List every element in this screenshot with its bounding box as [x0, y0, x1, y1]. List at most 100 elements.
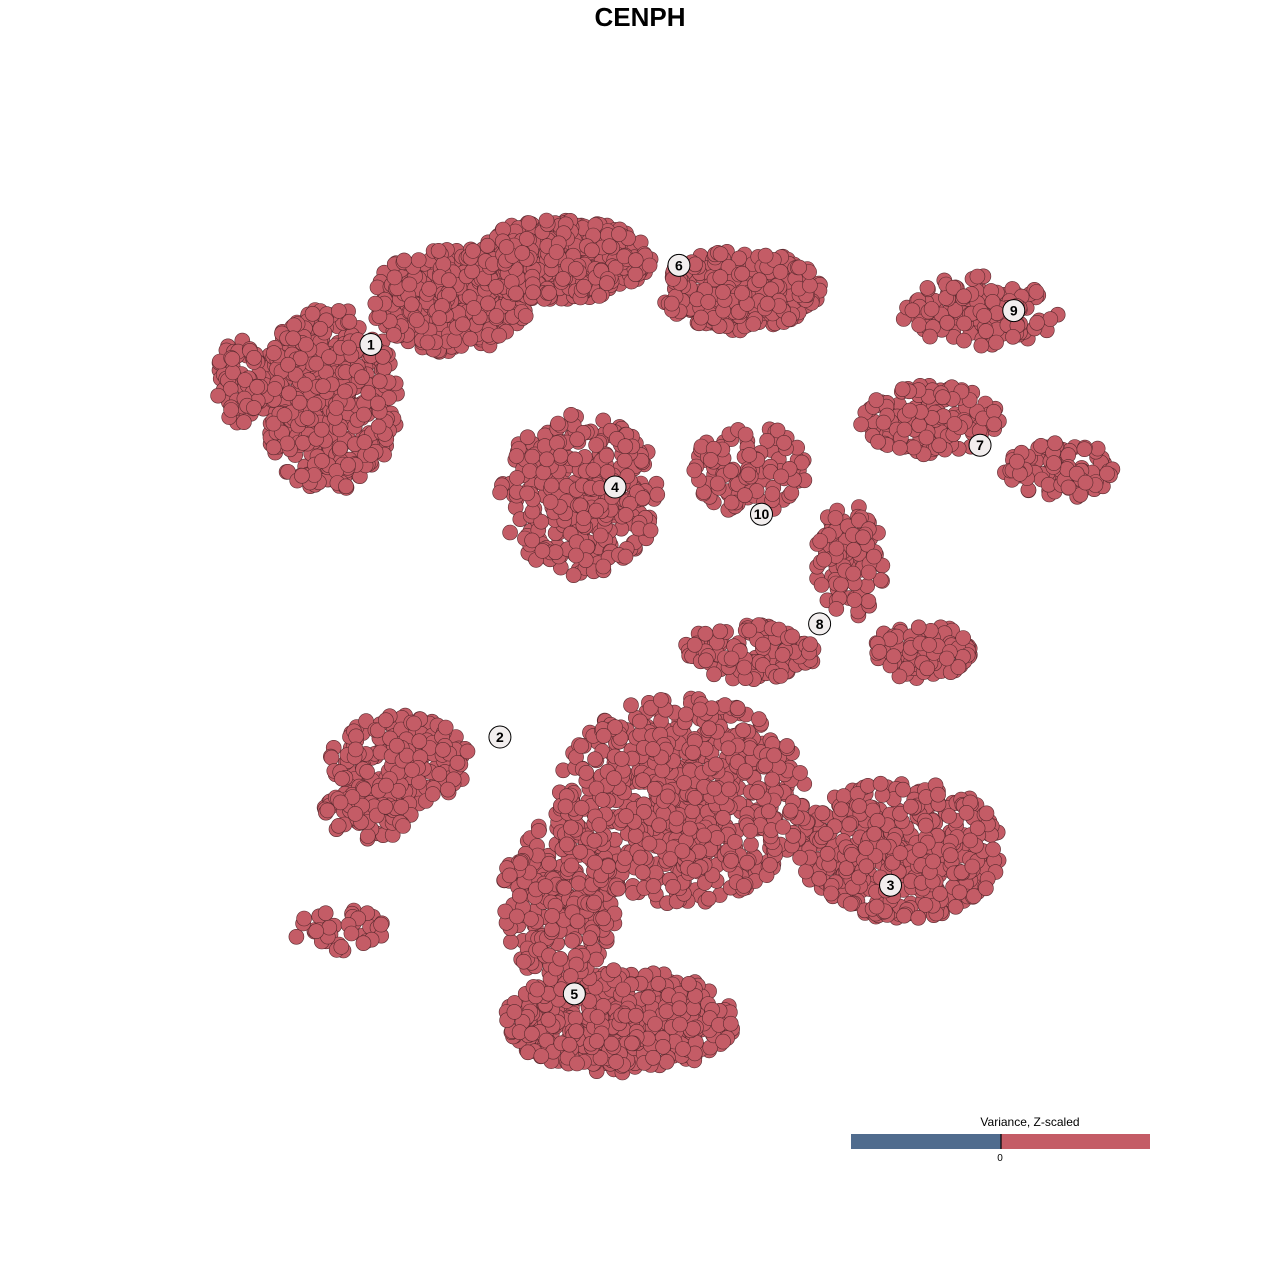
cell-point-cluster-1 — [374, 348, 391, 365]
cell-point-cluster-3 — [925, 853, 941, 870]
cell-point-cluster-6 — [548, 244, 565, 260]
cell-point-cluster-5 — [552, 950, 569, 967]
cell-point-cluster-1 — [330, 303, 347, 319]
cell-point-cluster-3 — [817, 825, 834, 842]
cell-point-cluster-1 — [321, 349, 337, 365]
cell-point-cluster-2 — [411, 733, 428, 750]
cell-point-cluster-6 — [555, 270, 571, 287]
cell-point-cluster-1 — [297, 376, 313, 393]
cell-point-cluster-8 — [833, 576, 849, 593]
cell-point-cluster-3 — [985, 841, 1001, 858]
cell-point-cluster-1 — [356, 434, 373, 450]
cell-point-cluster-5 — [722, 1015, 739, 1032]
cell-point-cluster-6 — [759, 295, 776, 312]
cell-point-cluster-1 — [276, 407, 293, 423]
cell-point-cluster-4 — [565, 567, 582, 584]
cell-point-cluster-5 — [766, 747, 782, 764]
cell-point-cluster-3 — [833, 801, 850, 818]
cell-point-cluster-5 — [743, 836, 759, 853]
cell-point-cluster-4 — [649, 486, 666, 503]
cell-point-cluster-5 — [653, 692, 669, 708]
cell-point-cluster-5 — [556, 879, 573, 896]
cell-point-cluster-8 — [866, 548, 882, 565]
cell-point-cluster-3 — [872, 775, 889, 792]
cell-point-cluster-1 — [328, 400, 345, 416]
cell-point-cluster-1 — [313, 421, 330, 438]
cell-point-cluster-3 — [932, 885, 948, 902]
cell-point-cluster-7 — [896, 421, 913, 438]
cell-point-cluster-6 — [757, 247, 774, 264]
cell-point-cluster-3 — [835, 788, 852, 804]
cell-point-cluster-4 — [588, 437, 604, 453]
cell-point-cluster-5 — [520, 1044, 536, 1061]
cell-point-cluster-5 — [659, 788, 676, 805]
cell-point-cluster-5 — [687, 789, 703, 806]
cell-point-cluster-3 — [969, 820, 986, 837]
cell-point-cluster-6 — [479, 237, 496, 254]
cell-point-cluster-8 — [772, 668, 789, 684]
cell-point-cluster-2 — [359, 828, 376, 844]
cell-point-cluster-4 — [569, 431, 586, 448]
cell-point-cluster-7 — [1009, 453, 1025, 470]
cell-point-cluster-8 — [955, 630, 972, 646]
cell-point-cluster-6 — [538, 212, 555, 229]
cell-point-cluster-8 — [871, 643, 888, 660]
cell-point-cluster-3 — [942, 847, 959, 864]
cell-point-cluster-6 — [498, 239, 515, 255]
cell-point-cluster-6 — [745, 316, 762, 332]
chart-title: CENPH — [594, 2, 686, 32]
cell-point-cluster-5 — [628, 1007, 644, 1024]
cell-point-cluster-5 — [720, 740, 737, 757]
cell-point-cluster-6 — [584, 242, 600, 259]
cell-point-cluster-8 — [755, 636, 771, 653]
cell-point-cluster-3 — [903, 798, 919, 815]
cell-point-cluster-5 — [696, 827, 712, 844]
cell-point-cluster-4 — [492, 484, 508, 501]
cell-point-cluster-5 — [708, 756, 724, 773]
cell-point-cluster-3 — [858, 858, 875, 875]
cell-point-cluster-3 — [892, 845, 909, 861]
cell-point-cluster-4 — [633, 452, 650, 469]
cell-point-cluster-5 — [647, 1016, 663, 1032]
cell-point-cluster-3 — [792, 850, 808, 866]
cell-point-cluster-4 — [617, 507, 634, 523]
cell-point-cluster-5 — [563, 819, 579, 836]
cell-point-cluster-2 — [348, 728, 364, 745]
cell-point-cluster-5 — [586, 832, 603, 849]
cell-point-cluster-5 — [568, 1023, 584, 1039]
cell-point-cluster-5 — [681, 820, 698, 837]
cell-point-cluster-1 — [454, 316, 471, 333]
cell-point-cluster-5 — [674, 843, 691, 859]
cell-point-cluster-5 — [678, 706, 694, 723]
cell-point-cluster-1 — [370, 418, 387, 435]
cell-point-cluster-2 — [323, 749, 340, 766]
cell-point-cluster-5 — [606, 770, 622, 787]
cell-point-cluster-1 — [312, 320, 329, 337]
cell-point-cluster-1 — [354, 369, 370, 386]
cell-point-cluster-1 — [210, 387, 226, 404]
cell-point-cluster-4 — [508, 448, 525, 464]
cell-point-cluster-5 — [779, 738, 795, 754]
cell-point-cluster-3 — [958, 804, 975, 821]
cell-point-cluster-5 — [529, 981, 546, 998]
cell-point-cluster-5 — [511, 887, 528, 904]
cell-point-cluster-4 — [642, 522, 659, 539]
cell-point-cluster-6 — [772, 264, 789, 280]
cell-point-cluster-4 — [588, 502, 605, 519]
cell-point-cluster-5 — [608, 1054, 624, 1070]
cell-point-cluster-6 — [611, 226, 627, 242]
cell-point-cluster-5 — [569, 913, 586, 930]
cell-point-cluster-2 — [359, 763, 375, 780]
cell-point-cluster-5 — [610, 880, 626, 897]
cell-point-cluster-5 — [540, 1011, 557, 1028]
cell-point-cluster-5 — [775, 819, 791, 835]
cell-point-cluster-5 — [640, 989, 657, 1006]
cell-point-cluster-7 — [870, 433, 886, 450]
cell-point-cluster-3 — [814, 805, 831, 822]
cell-point-cluster-5 — [613, 751, 630, 767]
cell-point-cluster-1 — [371, 373, 388, 390]
cell-point-cluster-5 — [715, 809, 731, 826]
cell-point-cluster-6 — [576, 278, 592, 295]
cell-point-cluster-5 — [559, 836, 575, 853]
